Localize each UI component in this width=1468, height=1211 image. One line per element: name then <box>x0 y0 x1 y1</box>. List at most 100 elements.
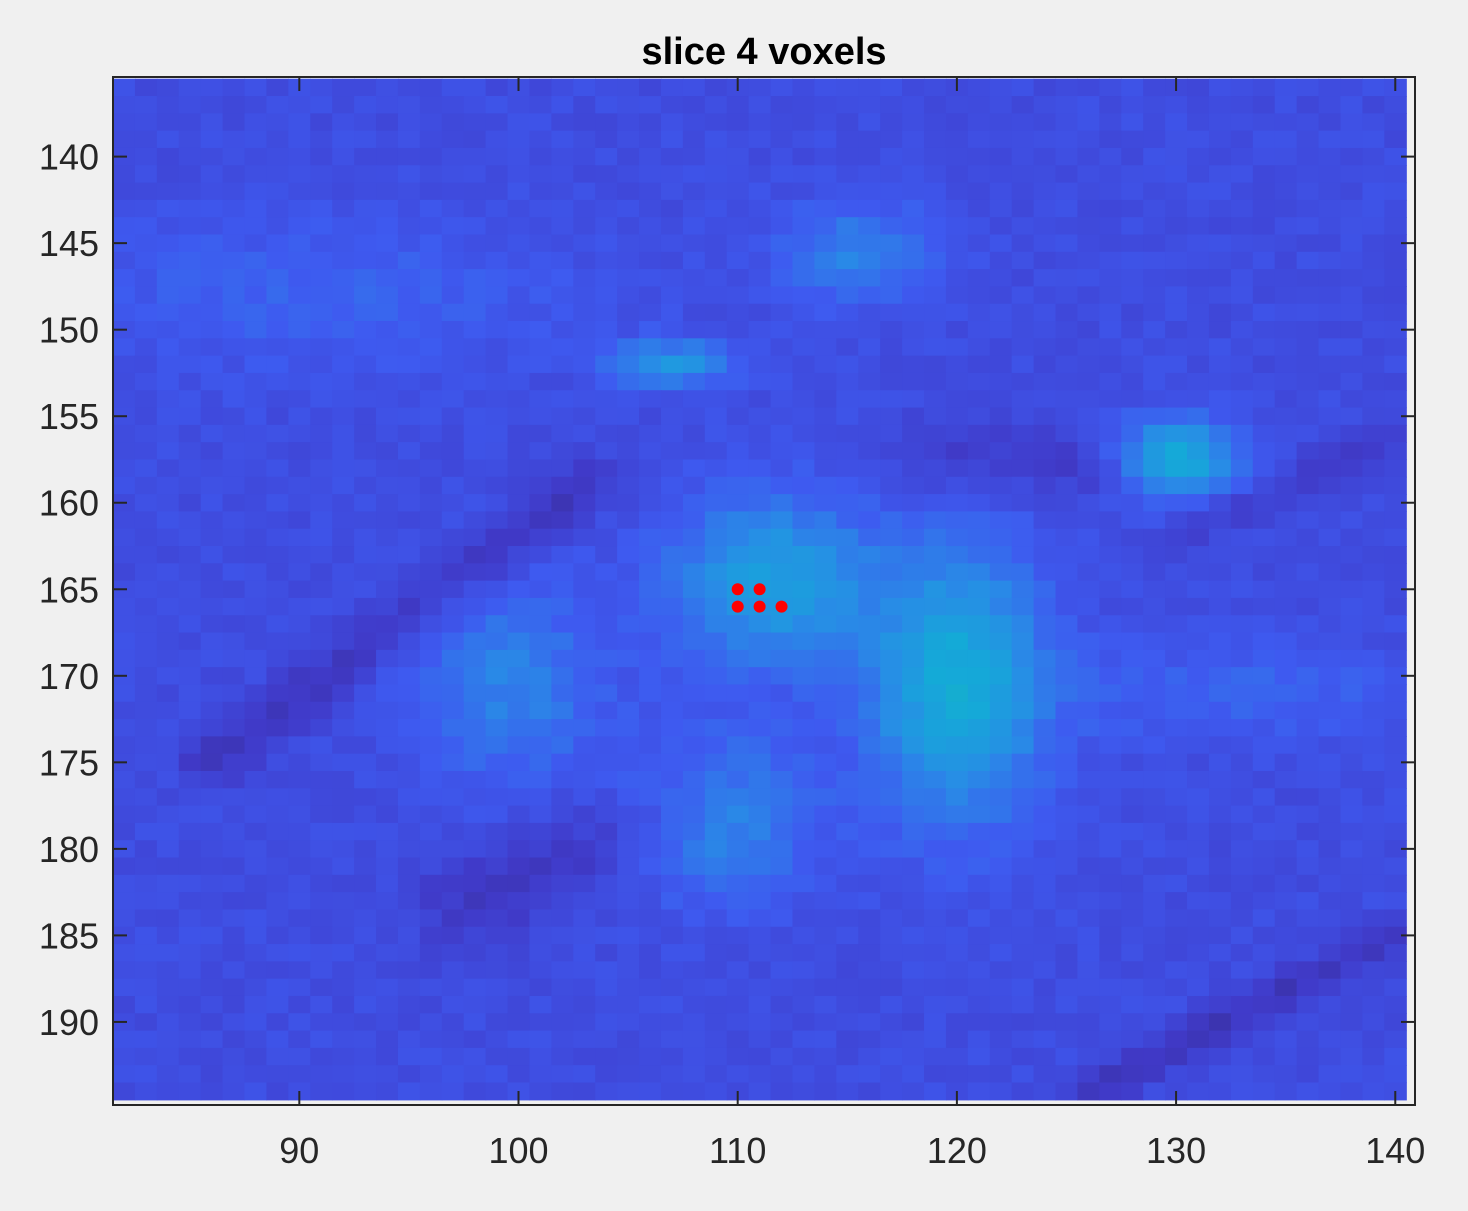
heatmap-cell <box>726 321 750 339</box>
heatmap-cell <box>529 130 552 149</box>
heatmap-cell <box>1318 286 1342 305</box>
heatmap-cell <box>704 424 728 443</box>
heatmap-cell <box>792 424 816 443</box>
heatmap-cell <box>880 1065 903 1084</box>
heatmap-cell <box>573 597 596 616</box>
heatmap-cell <box>704 978 728 997</box>
heatmap-cell <box>222 1047 246 1066</box>
heatmap-cell <box>310 217 333 236</box>
heatmap-cell <box>354 857 377 876</box>
heatmap-cell <box>1099 736 1122 755</box>
heatmap-cell <box>529 874 552 893</box>
heatmap-cell <box>595 753 618 772</box>
heatmap-cell <box>573 1082 596 1101</box>
heatmap-cell <box>1033 147 1057 166</box>
heatmap-cell <box>814 719 837 737</box>
heatmap-cell <box>704 303 728 322</box>
y-tick-label: 145 <box>39 223 99 264</box>
heatmap-cell <box>1340 234 1363 253</box>
heatmap-cell <box>376 892 399 911</box>
heatmap-cell <box>354 978 377 997</box>
heatmap-cell <box>1274 459 1298 478</box>
heatmap-cell <box>354 1013 377 1032</box>
heatmap-cell <box>1296 390 1320 409</box>
heatmap-cell <box>1055 269 1079 288</box>
heatmap-cell <box>573 701 596 720</box>
heatmap-cell <box>836 442 859 461</box>
heatmap-cell <box>1318 649 1342 668</box>
heatmap-cell <box>1011 494 1035 512</box>
heatmap-cell <box>376 632 399 651</box>
heatmap-cell <box>244 874 268 893</box>
heatmap-cell <box>288 580 311 599</box>
heatmap-cell <box>1187 182 1210 201</box>
heatmap-cell <box>332 788 355 807</box>
heatmap-cell <box>573 615 596 634</box>
heatmap-cell <box>156 286 180 305</box>
heatmap-cell <box>551 684 574 703</box>
heatmap-cell <box>1274 528 1298 547</box>
heatmap-cell <box>1033 1030 1057 1049</box>
heatmap-cell <box>814 892 837 911</box>
heatmap-cell <box>748 286 772 305</box>
heatmap-cell <box>113 459 136 478</box>
heatmap-cell <box>1340 822 1363 841</box>
heatmap-cell <box>660 805 684 824</box>
heatmap-cell <box>1011 130 1035 149</box>
heatmap-cell <box>376 442 399 461</box>
heatmap-cell <box>1340 251 1363 270</box>
heatmap-cell <box>244 321 268 339</box>
heatmap-cell <box>792 407 816 426</box>
heatmap-cell <box>967 736 991 755</box>
heatmap-cell <box>1252 753 1276 772</box>
heatmap-cell <box>222 701 246 720</box>
heatmap-cell <box>178 840 202 859</box>
heatmap-cell <box>354 321 377 339</box>
heatmap-cell <box>924 511 947 530</box>
heatmap-cell <box>1011 580 1035 599</box>
heatmap-cell <box>1055 546 1079 564</box>
heatmap-cell <box>1143 130 1166 149</box>
heatmap-cell <box>1143 580 1166 599</box>
heatmap-cell <box>617 926 640 945</box>
heatmap-cell <box>595 269 618 288</box>
heatmap-cell <box>200 632 224 651</box>
heatmap-cell <box>1274 788 1298 807</box>
heatmap-cell <box>967 459 991 478</box>
heatmap-cell <box>814 995 837 1014</box>
heatmap-cell <box>463 978 487 997</box>
heatmap-cell <box>682 546 706 564</box>
heatmap-cell <box>134 632 158 651</box>
heatmap-cell <box>792 78 816 97</box>
heatmap-cell <box>1121 563 1144 582</box>
heatmap-cell <box>1296 217 1320 236</box>
heatmap-cell <box>134 563 158 582</box>
heatmap-cell <box>967 892 991 911</box>
heatmap-cell <box>1165 857 1188 876</box>
heatmap-cell <box>485 615 509 634</box>
heatmap-cell <box>332 494 355 512</box>
heatmap-cell <box>332 805 355 824</box>
heatmap-cell <box>222 217 246 236</box>
heatmap-cell <box>1296 788 1320 807</box>
heatmap-cell <box>397 338 421 357</box>
heatmap-cell <box>660 822 684 841</box>
heatmap-cell <box>113 892 136 911</box>
heatmap-cell <box>1362 1065 1385 1084</box>
heatmap-cell <box>814 1065 837 1084</box>
heatmap-cell <box>1384 649 1407 668</box>
heatmap-cell <box>1318 511 1342 530</box>
heatmap-cell <box>595 667 618 686</box>
heatmap-cell <box>639 96 662 114</box>
heatmap-cell <box>222 805 246 824</box>
heatmap-cell <box>507 944 531 962</box>
heatmap-cell <box>266 978 289 997</box>
heatmap-cell <box>222 909 246 928</box>
heatmap-cell <box>792 944 816 962</box>
heatmap-cell <box>529 649 552 668</box>
heatmap-cell <box>880 407 903 426</box>
heatmap-cell <box>1121 459 1144 478</box>
heatmap-cell <box>288 130 311 149</box>
heatmap-cell <box>967 788 991 807</box>
heatmap-cell <box>617 494 640 512</box>
